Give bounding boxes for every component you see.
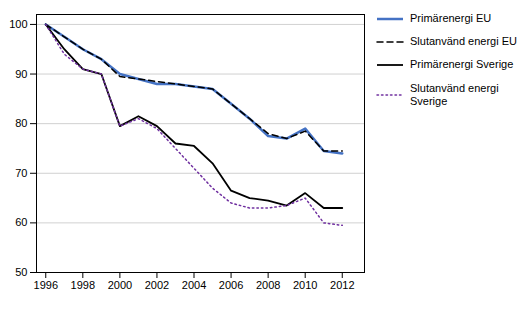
svg-text:2012: 2012 <box>330 279 354 291</box>
svg-text:1998: 1998 <box>71 279 95 291</box>
html-text:Primärenergi Sverige: Primärenergi Sverige <box>410 58 514 71</box>
svg-text:80: 80 <box>15 117 27 129</box>
html-text:Slutanvänd energi EU: Slutanvänd energi EU <box>410 35 517 48</box>
svg-text:100: 100 <box>9 18 27 30</box>
svg-text:2000: 2000 <box>108 279 132 291</box>
svg-text:2002: 2002 <box>145 279 169 291</box>
svg-text:70: 70 <box>15 167 27 179</box>
svg-text:2004: 2004 <box>182 279 206 291</box>
svg-text:1996: 1996 <box>34 279 58 291</box>
svg-text:50: 50 <box>15 266 27 278</box>
svg-text:90: 90 <box>15 68 27 80</box>
html-text:Primärenergi EU: Primärenergi EU <box>410 12 492 24</box>
svg-text:2008: 2008 <box>256 279 280 291</box>
svg-text:2006: 2006 <box>219 279 243 291</box>
svg-text:2010: 2010 <box>293 279 317 291</box>
html-text:Slutanvänd energi Sverige: Slutanvänd energi Sverige <box>410 81 499 107</box>
svg-text:60: 60 <box>15 216 27 228</box>
